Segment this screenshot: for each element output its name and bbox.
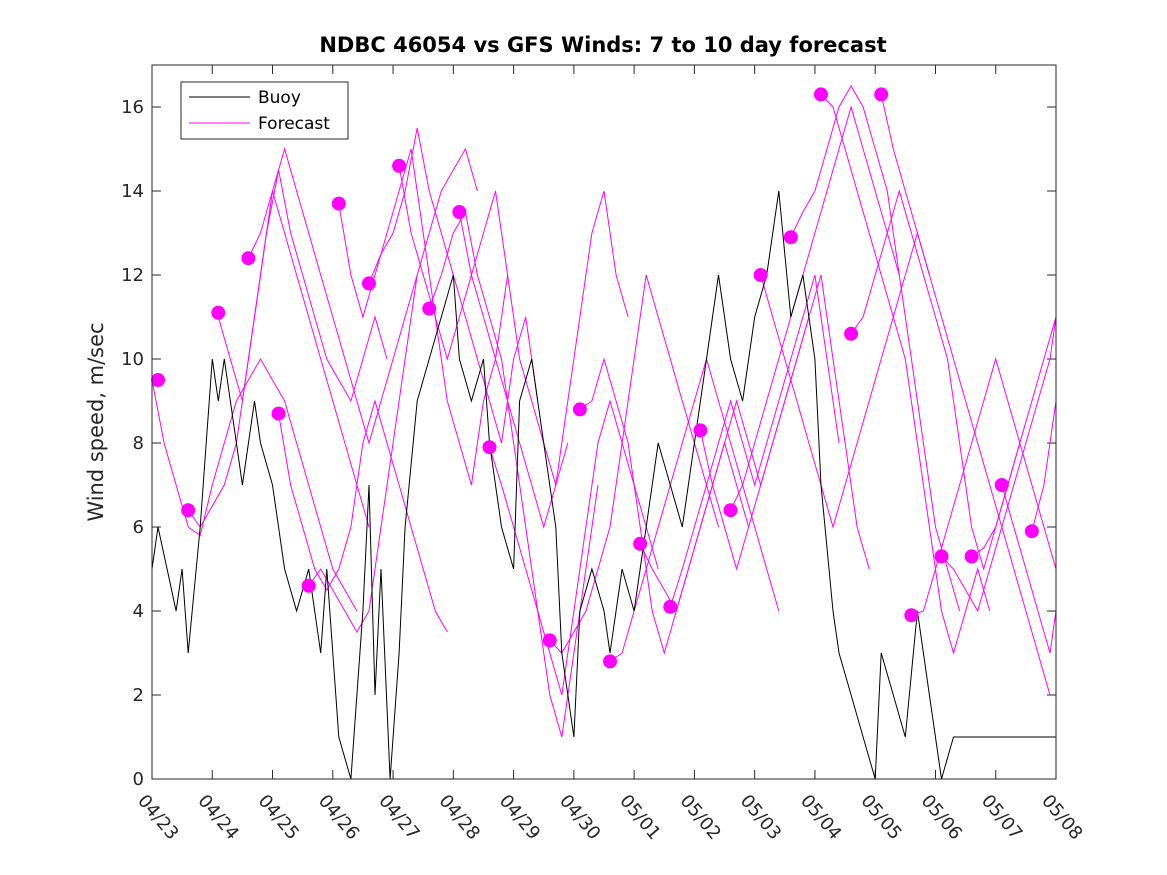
forecast-line: [398, 165, 569, 487]
forecast-line: [458, 190, 629, 529]
forecast-marker: [211, 305, 226, 320]
forecast-marker: [663, 599, 678, 614]
y-tick-label: 16: [121, 97, 144, 118]
forecast-marker: [633, 536, 648, 551]
y-tick-label: 8: [133, 433, 144, 454]
y-tick-label: 0: [133, 769, 144, 790]
forecast-line: [730, 105, 900, 511]
forecast-marker: [844, 326, 859, 341]
forecast-marker: [964, 549, 979, 564]
plot-frame: [151, 64, 1057, 780]
forecast-line: [880, 94, 1051, 696]
forecast-marker: [452, 205, 467, 219]
forecast-line: [820, 94, 991, 655]
forecast-line: [489, 399, 659, 696]
forecast-line: [247, 147, 418, 445]
forecast-line: [187, 190, 370, 528]
forecast-marker: [572, 402, 587, 417]
buoy-line: [151, 190, 1056, 780]
forecast-marker: [482, 440, 497, 455]
forecast-marker: [813, 87, 828, 102]
forecast-marker: [301, 578, 316, 593]
legend-label-buoy: Buoy: [258, 88, 301, 108]
forecast-marker: [603, 654, 618, 669]
forecast-marker: [542, 633, 557, 648]
forecast-marker: [151, 373, 166, 387]
plot-area: 04/23 04/24 04/25 04/26 04/27 04/28 04/29 04/30…: [121, 64, 1087, 844]
forecast-line: [911, 357, 1057, 616]
forecast-marker: [422, 301, 437, 316]
y-tick-label: 2: [133, 685, 144, 706]
forecast-line: [971, 316, 1057, 557]
forecast-line: [428, 210, 599, 738]
y-tick-label: 6: [133, 517, 144, 538]
forecast-marker: [874, 87, 889, 102]
forecast-marker: [361, 276, 376, 291]
forecast-line: [941, 316, 1057, 613]
y-tick-label: 14: [121, 181, 144, 202]
forecast-line: [1001, 484, 1057, 654]
forecast-marker: [904, 608, 919, 623]
forecast-line: [609, 357, 780, 662]
forecast-line: [850, 189, 1021, 571]
forecast-line: [790, 84, 961, 612]
y-axis-label: Wind speed, m/sec: [84, 322, 108, 521]
forecast-line: [278, 399, 448, 633]
y-tick-label: 10: [121, 349, 144, 370]
forecast-line: [151, 357, 358, 612]
forecast-line: [217, 169, 388, 403]
chart-title: NDBC 46054 vs GFS Winds: 7 to 10 day for…: [319, 33, 886, 57]
forecast-marker: [392, 158, 407, 173]
forecast-marker: [1024, 524, 1039, 539]
forecast-marker: [271, 406, 286, 421]
y-tick-label: 4: [133, 601, 144, 622]
forecast-marker: [753, 268, 768, 282]
forecast-line: [549, 274, 719, 654]
forecast-marker: [693, 423, 708, 438]
forecast-line: [308, 147, 478, 634]
forecast-line: [338, 148, 509, 486]
forecast-marker: [181, 503, 196, 518]
forecast-line: [1031, 400, 1057, 532]
forecast-marker: [723, 503, 738, 518]
forecast-line: [699, 274, 870, 571]
legend-label-forecast: Forecast: [258, 114, 330, 134]
forecast-marker: [783, 230, 798, 245]
forecast-marker: [241, 251, 256, 266]
legend-box: [180, 81, 349, 140]
forecast-line: [669, 274, 840, 607]
forecast-marker: [934, 549, 949, 564]
forecast-marker: [331, 196, 346, 211]
y-tick-label: 12: [121, 265, 144, 286]
legend: Buoy Forecast: [180, 81, 349, 140]
forecast-marker: [994, 478, 1009, 492]
